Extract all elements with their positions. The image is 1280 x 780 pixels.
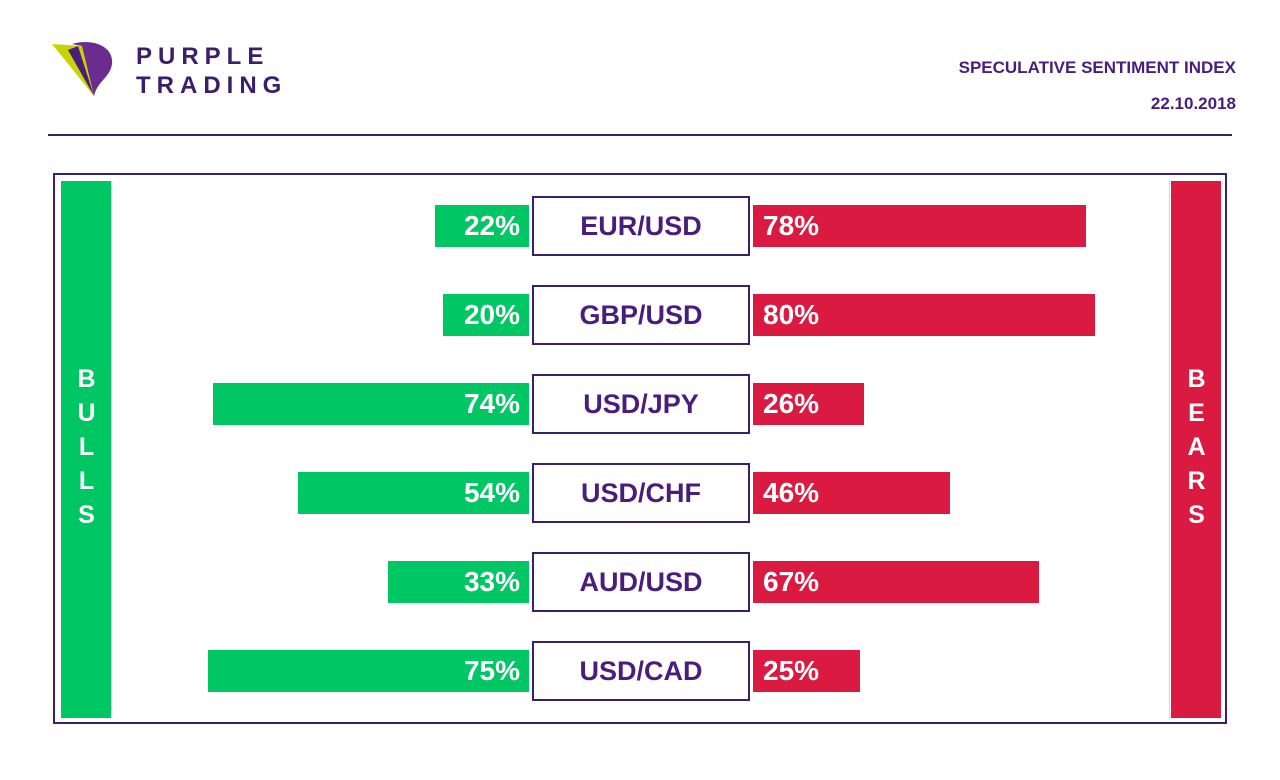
bull-percent-label: 22%: [463, 210, 520, 241]
bull-bar: [387, 561, 529, 603]
bears-band: BEARS: [1171, 181, 1221, 718]
bull-bar: [434, 205, 529, 247]
bull-percent-label: 33%: [463, 566, 520, 597]
bulls-label: BULLS: [72, 364, 101, 535]
bulls-band-edge: [111, 181, 113, 718]
bear-bar: [753, 561, 1040, 603]
currency-pair-label: USD/JPY: [532, 374, 750, 434]
chart-frame: [53, 173, 1227, 724]
brand-line-2: TRADING: [136, 72, 288, 99]
bears-label: BEARS: [1182, 364, 1211, 535]
bull-bar: [212, 383, 529, 425]
bull-percent-label: 20%: [463, 299, 520, 330]
bears-band-edge: [1169, 181, 1171, 718]
bull-percent-label: 54%: [463, 477, 520, 508]
bull-percent-label: 74%: [463, 388, 520, 419]
sentiment-row: 20% GBP/USD 80%: [0, 285, 1280, 354]
bear-bar: [753, 383, 865, 425]
brand-line-1: PURPLE: [136, 43, 270, 70]
bull-bar: [298, 472, 529, 514]
bear-bar: [753, 650, 860, 692]
bear-percent-label: 26%: [763, 388, 820, 419]
report-header: SPECULATIVE SENTIMENT INDEX 22.10.2018: [959, 58, 1236, 114]
bear-percent-label: 67%: [763, 566, 820, 597]
purple-trading-logo: [52, 42, 113, 96]
bull-bar: [443, 294, 529, 336]
bear-bar: [753, 205, 1087, 247]
bear-percent-label: 25%: [763, 655, 820, 686]
bear-bar: [753, 294, 1095, 336]
currency-pair-label: USD/CAD: [532, 641, 750, 701]
currency-pair-label: USD/CHF: [532, 463, 750, 523]
report-title: SPECULATIVE SENTIMENT INDEX: [958, 58, 1236, 77]
bulls-band: BULLS: [61, 181, 111, 718]
currency-pair-label: GBP/USD: [532, 285, 750, 345]
header-divider: [48, 134, 1232, 136]
bull-bar: [208, 650, 529, 692]
sentiment-row: 54% USD/CHF 46%: [0, 463, 1280, 532]
logo-purple-shape: [72, 42, 113, 96]
bull-percent-label: 75%: [463, 655, 520, 686]
bear-percent-label: 80%: [763, 299, 820, 330]
currency-pair-label: EUR/USD: [532, 196, 750, 256]
report-date: 22.10.2018: [1150, 94, 1236, 113]
bear-percent-label: 46%: [763, 477, 820, 508]
sentiment-row: 75% USD/CAD 25%: [0, 641, 1280, 710]
sentiment-row: 22% EUR/USD 78%: [0, 196, 1280, 265]
sentiment-row: 74% USD/JPY 26%: [0, 374, 1280, 443]
brand-name: PURPLE TRADING: [136, 42, 287, 100]
logo-dark-shape: [68, 46, 94, 96]
bear-percent-label: 78%: [763, 210, 820, 241]
bear-bar: [753, 472, 950, 514]
sentiment-row: 33% AUD/USD 67%: [0, 552, 1280, 621]
currency-pair-label: AUD/USD: [532, 552, 750, 612]
logo-lime-shape: [52, 44, 94, 96]
